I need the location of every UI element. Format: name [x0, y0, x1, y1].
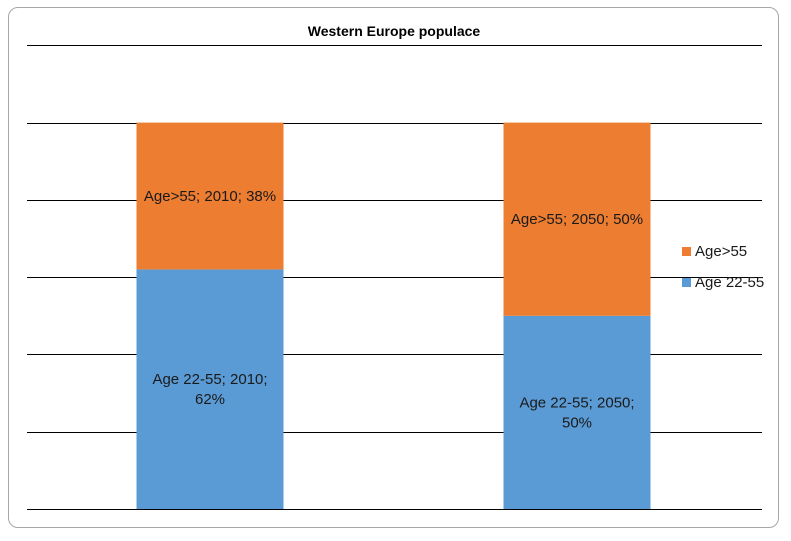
data-label: Age 22-55; 2050; [519, 394, 634, 411]
legend-label: Age>55 [695, 243, 747, 260]
bar-segment [136, 122, 284, 270]
legend: Age>55 Age 22-55 [682, 243, 764, 291]
data-label: Age>55; 2050; 50% [511, 211, 643, 228]
chart-title: Western Europe populace [308, 23, 481, 39]
legend-label: Age 22-55 [695, 274, 764, 291]
bar-segment [136, 269, 284, 509]
bar-segment [503, 122, 651, 316]
data-label: Age>55; 2010; 38% [144, 188, 276, 205]
bar-segment [503, 315, 651, 509]
legend-swatch [682, 278, 691, 287]
data-label: 50% [562, 414, 592, 431]
data-label: 62% [195, 391, 225, 408]
data-label: Age 22-55; 2010; [152, 371, 267, 388]
data-labels: Age 22-55; 2010; 62% Age>55; 2010; 38% Age … [144, 188, 643, 431]
legend-swatch [682, 247, 691, 256]
bars [136, 122, 651, 509]
